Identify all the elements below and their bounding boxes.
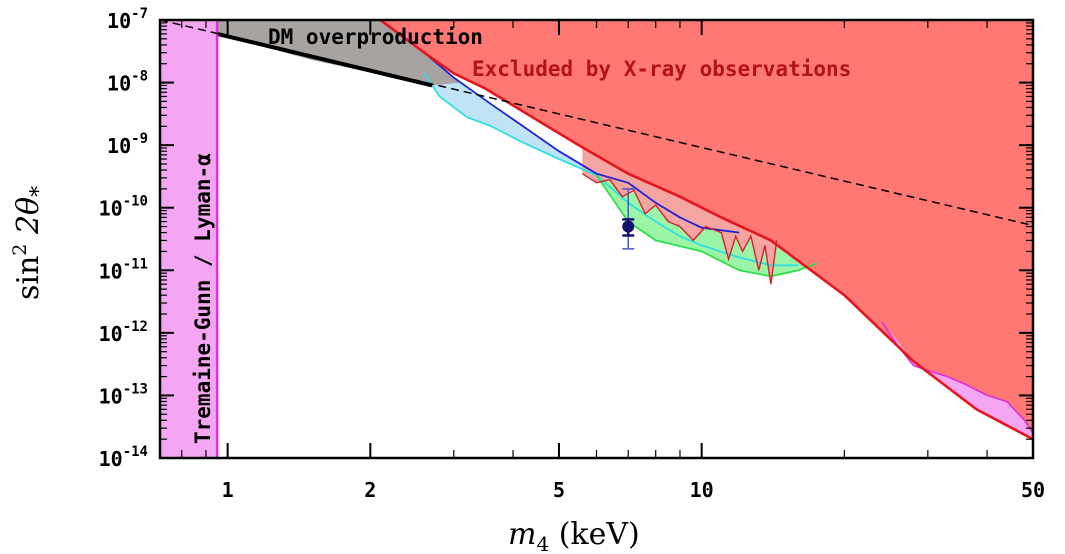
- y-tick-label: 10-11: [99, 256, 148, 283]
- dm-overproduction-region: [217, 20, 461, 86]
- y-tick-label: 10-10: [99, 194, 148, 221]
- y-tick-label: 10-12: [99, 319, 148, 346]
- data-point-layer: [622, 188, 635, 250]
- tremaine-gunn-region: [160, 20, 218, 458]
- xray-light-region: [582, 145, 777, 285]
- magenta-line: [881, 321, 1033, 434]
- dashed-line: [160, 20, 1033, 227]
- blue-line: [398, 33, 740, 234]
- x-tick-label: 5: [553, 478, 565, 502]
- annotation-xray: Excluded by X-ray observations: [472, 57, 851, 81]
- cyan-line: [423, 72, 799, 267]
- regions-layer: [160, 20, 1033, 458]
- y-tick-label: 10-7: [107, 6, 148, 33]
- y-tick-label: 10-14: [99, 444, 148, 471]
- xray-boundary-line: [379, 20, 1033, 441]
- y-tick-label: 10-9: [107, 131, 148, 158]
- red-wiggle-line: [581, 173, 778, 285]
- x-axis-label: m4 (keV): [508, 517, 640, 554]
- annotation-dm-overproduction: DM overproduction: [268, 25, 483, 49]
- x-tick-label: 1: [222, 478, 234, 502]
- x-tick-label: 10: [690, 478, 714, 502]
- y-tick-label: 10-8: [107, 69, 148, 96]
- y-axis-label: sin2 2θ*: [9, 186, 52, 300]
- y-tick-label: 10-13: [99, 381, 148, 408]
- data-point: [622, 220, 635, 233]
- xray-region: [380, 20, 1033, 440]
- x-tick-label: 50: [1021, 478, 1045, 502]
- lines-layer: [160, 20, 1033, 458]
- ticks-layer: 10-7 10-8 10-9 10-10 10-11 10-12 10-13 10-14 1 2 5…: [99, 6, 1045, 502]
- magenta-region: [881, 321, 1033, 440]
- x-tick-label: 2: [364, 478, 376, 502]
- annotation-tremaine-gunn: Tremaine-Gunn / Lyman-α: [191, 153, 215, 444]
